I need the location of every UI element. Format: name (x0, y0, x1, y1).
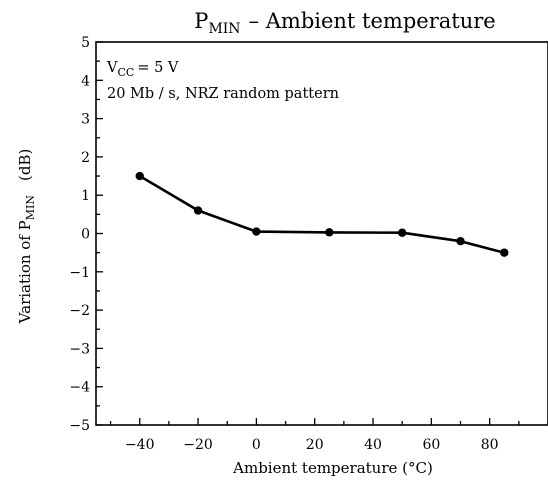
x-tick-label: −40 (125, 437, 155, 453)
y-tick-label: 1 (81, 188, 90, 204)
data-point (252, 227, 261, 236)
data-point (397, 228, 407, 237)
data-point (325, 228, 334, 237)
data-point (500, 248, 509, 257)
y-tick-label: 3 (81, 112, 90, 128)
data-point (193, 206, 203, 215)
x-axis-label: Ambient temperature (°C) (232, 459, 433, 477)
data-point (456, 236, 465, 246)
y-tick-label: −1 (69, 265, 90, 281)
y-tick-label: −3 (69, 341, 90, 357)
chart-title-symbol: P (194, 9, 208, 33)
y-axis-label-unit: (dB) (16, 149, 34, 181)
series-points (135, 171, 509, 257)
x-tick-label: −20 (183, 437, 213, 453)
annotation-vcc-prefix: V (106, 60, 118, 76)
y-tick-label: 0 (81, 227, 90, 243)
data-point (135, 171, 144, 181)
annotation-pattern: 20 Mb / s, NRZ random pattern (107, 86, 339, 102)
chart-title-subscript: MIN (208, 21, 240, 37)
y-tick-label: 4 (81, 73, 90, 89)
annotation-vcc-subscript: CC (117, 66, 134, 79)
x-tick-label: 20 (306, 437, 324, 453)
x-tick-label: 40 (364, 437, 382, 453)
chart-title: PMIN – Ambient temperature (194, 9, 495, 37)
series-line (139, 174, 505, 254)
y-axis-label-prefix: Variation of P (16, 220, 34, 324)
y-tick-label: −4 (69, 380, 90, 396)
chart-title-rest: – Ambient temperature (249, 9, 496, 33)
x-tick-label: 0 (252, 437, 261, 453)
y-axis-label: Variation of PMIN (dB) (16, 149, 37, 325)
y-tick-label: 5 (81, 35, 90, 51)
annotation-vcc-value: = 5 V (137, 60, 179, 76)
y-axis: −5 −4 −3 −2 −1 0 1 2 3 4 5 (69, 35, 103, 434)
x-axis: −40 −20 0 20 40 60 80 (109, 418, 548, 453)
y-tick-label: −5 (69, 418, 90, 434)
x-tick-label: 60 (422, 437, 440, 453)
y-tick-label: 2 (81, 150, 90, 166)
x-tick-label: 80 (481, 437, 499, 453)
annotation-vcc: VCC = 5 V (106, 60, 179, 79)
y-axis-label-subscript: MIN (24, 195, 37, 221)
y-tick-label: −2 (69, 303, 90, 319)
